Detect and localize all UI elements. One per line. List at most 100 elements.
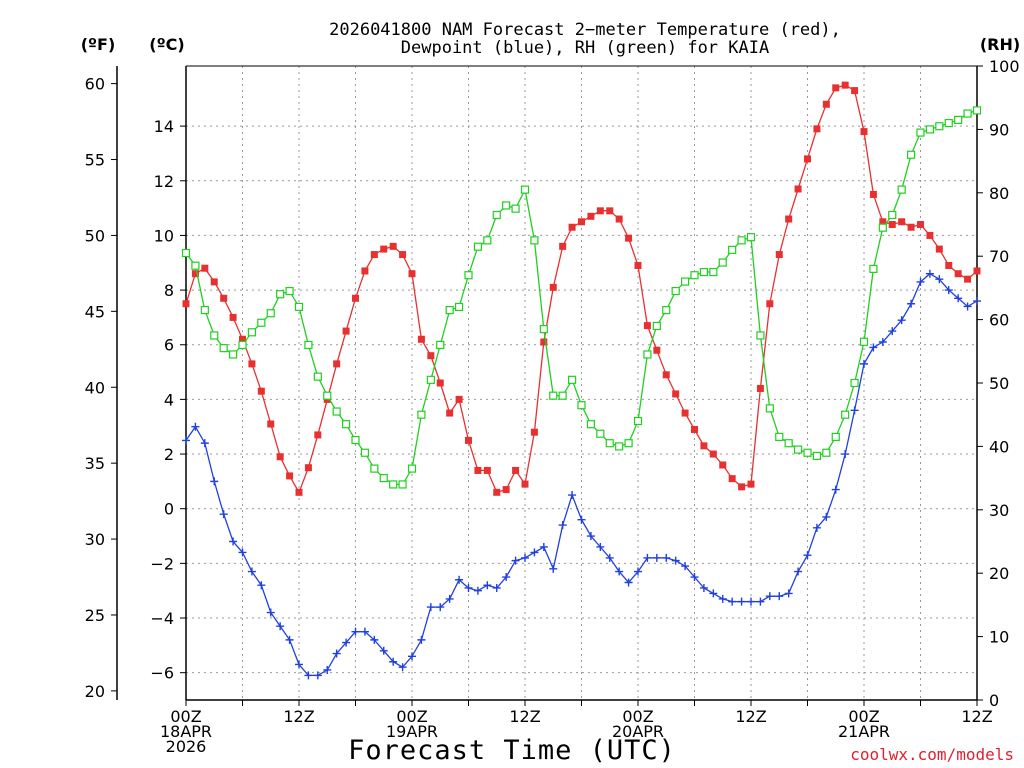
data-point [633,416,643,426]
rh-tick-label: 70 [989,247,1009,266]
data-point [917,221,924,228]
data-point [502,573,511,582]
x-tick-label: 12Z [509,707,540,726]
data-point [398,663,407,672]
data-point [860,128,868,136]
data-point [247,567,256,576]
rh-tick-label: 90 [989,120,1009,139]
data-point [389,242,397,250]
data-point [191,422,200,431]
data-point [832,84,840,92]
data-point [446,409,454,417]
data-point [625,234,633,242]
x-tick-label: 18APR [160,722,212,741]
data-point [266,309,275,318]
data-point [304,340,313,350]
data-point [399,251,407,259]
data-point [427,352,435,360]
rh-tick-label: 20 [989,564,1009,583]
data-point [436,379,444,387]
data-point [455,575,464,584]
data-point [897,316,906,325]
data-point [276,622,285,631]
data-point [200,305,209,315]
data-point [954,270,962,278]
data-point [973,297,981,306]
data-point [229,313,237,321]
data-point [219,510,228,519]
data-point [869,343,878,352]
data-point [907,223,915,231]
data-point [850,378,859,388]
data-point [389,657,398,666]
data-point [888,210,897,220]
data-point [926,231,934,239]
x-tick-label: 12Z [961,707,992,726]
data-point [652,553,661,562]
data-point [370,251,378,259]
data-point [605,439,614,448]
data-point [728,245,737,254]
data-point [342,327,350,335]
data-point [624,578,633,587]
x-tick-label: 2026 [166,737,207,756]
fahrenheit-tick-label: 30 [85,530,105,549]
fahrenheit-tick-label: 60 [85,75,105,94]
data-point [511,204,520,213]
rh-tick-label: 50 [989,374,1009,393]
data-point [559,242,567,250]
data-point [794,567,803,576]
data-point [793,445,803,454]
data-point [228,350,238,359]
data-point [210,477,219,486]
data-point [521,553,529,562]
data-point [718,594,727,603]
rh-unit-label: (RH) [980,35,1020,54]
data-point [699,267,709,277]
data-point [737,597,746,606]
data-point [624,439,633,448]
data-point [662,305,671,315]
data-point [361,267,369,275]
data-point [200,439,209,448]
data-point [267,420,275,428]
celsius-tick-label: 12 [154,172,174,191]
data-point [897,185,906,194]
data-point [709,450,717,458]
data-point [436,603,445,612]
x-tick-label: 12Z [283,707,314,726]
data-point [643,350,652,359]
x-tick-label: 19APR [386,722,438,741]
series-relative-humidity [181,106,982,489]
data-point [492,210,501,220]
data-point [370,464,379,473]
data-point [380,245,388,253]
data-point [464,583,473,592]
data-point [398,480,407,489]
data-point [351,435,360,445]
celsius-tick-label: 10 [154,226,174,245]
data-point [445,305,454,315]
data-point [502,486,510,494]
data-point [804,155,811,163]
data-point [775,592,784,601]
data-point [972,106,982,115]
celsius-tick-label: 0 [164,500,174,519]
x-tick-label: 21APR [838,722,890,741]
data-point [483,466,491,474]
data-point [850,406,859,415]
data-point [963,302,972,311]
rh-tick-label: 10 [989,628,1009,647]
data-point [944,118,953,128]
data-point [775,251,783,259]
data-point [671,556,680,565]
data-point [859,337,869,346]
data-point [935,122,944,131]
data-point [285,635,294,644]
fahrenheit-tick-label: 40 [85,378,105,397]
data-point [238,548,247,557]
data-point [822,512,831,521]
data-point [784,439,793,448]
data-point [473,242,483,251]
